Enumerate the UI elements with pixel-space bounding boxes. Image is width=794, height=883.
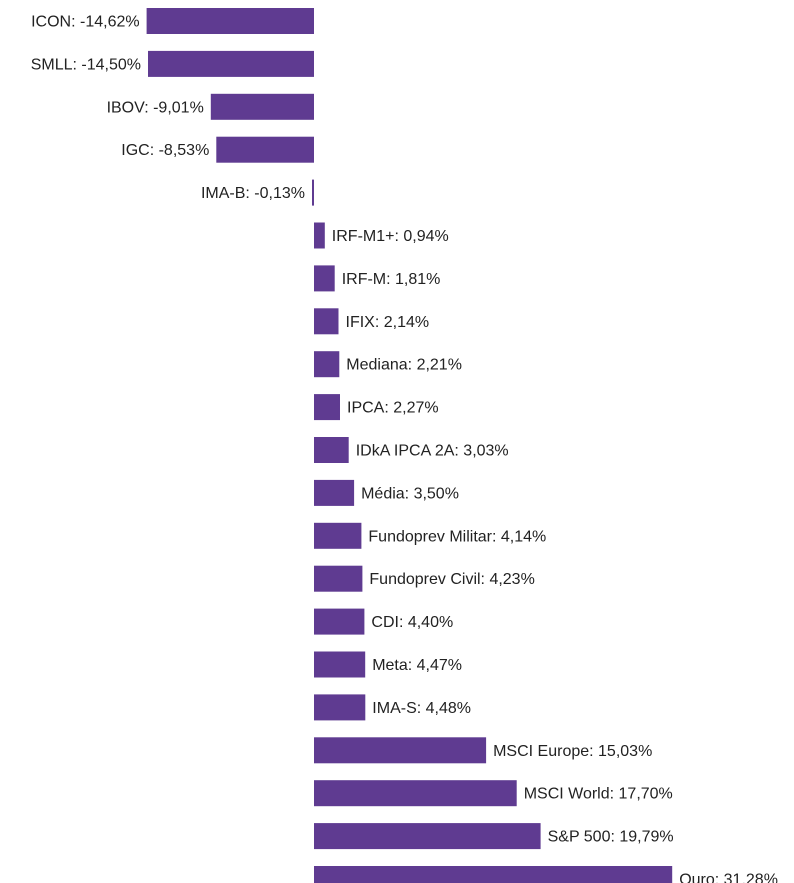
- bar-label-irf-m1: IRF-M1+: 0,94%: [332, 228, 449, 245]
- bar-mediana: [314, 351, 340, 378]
- bar-igc: [216, 136, 314, 163]
- bar-meta: [314, 651, 366, 678]
- bar-label-ouro: Ouro: 31,28%: [679, 872, 778, 883]
- bar-m-dia: [314, 479, 355, 506]
- bar-ima-b: [312, 179, 314, 206]
- bar-label-ifix: IFIX: 2,14%: [346, 314, 430, 331]
- bar-label-igc: IGC: -8,53%: [121, 142, 209, 159]
- bar-label-msci-world: MSCI World: 17,70%: [524, 786, 673, 803]
- bar-ibov: [210, 93, 314, 120]
- bar-idka-ipca-2a: [314, 437, 349, 463]
- bar-label-irf-m: IRF-M: 1,81%: [342, 271, 441, 288]
- bar-cdi: [314, 608, 365, 635]
- bar-label-sandp-500: S&P 500: 19,79%: [548, 829, 674, 846]
- bar-label-smll: SMLL: -14,50%: [31, 56, 141, 73]
- bar-msci-europe: [314, 737, 487, 764]
- bar-label-ima-s: IMA-S: 4,48%: [372, 700, 471, 717]
- bar-label-meta: Meta: 4,47%: [372, 657, 462, 674]
- bar-msci-world: [314, 780, 517, 807]
- bar-label-msci-europe: MSCI Europe: 15,03%: [493, 743, 652, 760]
- bar-label-ipca: IPCA: 2,27%: [347, 400, 439, 417]
- bar-ima-s: [314, 694, 366, 721]
- bar-fundoprev-militar: [314, 522, 362, 549]
- bar-ifix: [314, 308, 339, 335]
- bar-label-mediana: Mediana: 2,21%: [346, 357, 462, 374]
- bar-label-cdi: CDI: 4,40%: [371, 614, 453, 631]
- bar-icon: [146, 8, 314, 34]
- bar-ouro: [314, 866, 673, 883]
- bar-irf-m: [314, 265, 335, 292]
- bar-fundoprev-civil: [314, 565, 363, 592]
- bar-label-m-dia: Média: 3,50%: [361, 485, 459, 502]
- bar-label-fundoprev-civil: Fundoprev Civil: 4,23%: [369, 571, 534, 588]
- bar-label-ima-b: IMA-B: -0,13%: [201, 185, 305, 202]
- bar-ipca: [314, 394, 340, 421]
- bar-label-idka-ipca-2a: IDkA IPCA 2A: 3,03%: [356, 443, 509, 460]
- bar-label-ibov: IBOV: -9,01%: [107, 99, 204, 116]
- bar-label-icon: ICON: -14,62%: [31, 14, 139, 31]
- bar-irf-m1: [314, 222, 325, 249]
- bar-smll: [148, 50, 314, 77]
- bar-label-fundoprev-militar: Fundoprev Militar: 4,14%: [368, 528, 546, 545]
- bar-sandp-500: [314, 823, 541, 850]
